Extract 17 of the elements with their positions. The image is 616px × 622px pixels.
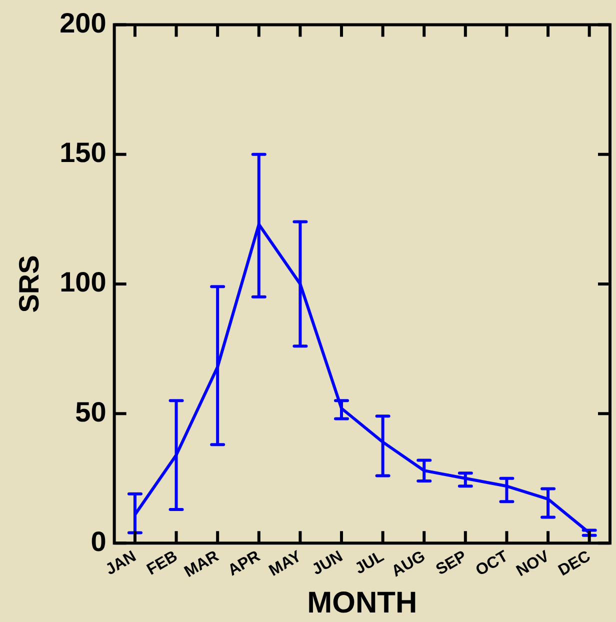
y-axis-title: SRS — [14, 255, 45, 313]
x-tick-label: JUL — [352, 548, 388, 578]
x-tick-label: MAY — [266, 548, 305, 580]
y-tick-label: 200 — [60, 8, 106, 39]
y-tick-label: 50 — [75, 396, 106, 428]
x-axis-title: MONTH — [307, 586, 418, 620]
x-tick-label: MAR — [182, 548, 222, 581]
x-tick-label: OCT — [473, 548, 512, 580]
x-tick-label: SEP — [433, 548, 470, 579]
x-tick-label: DEC — [556, 548, 594, 580]
y-tick-label: 150 — [60, 137, 106, 168]
x-tick-label: NOV — [514, 548, 553, 580]
x-tick-label: APR — [225, 548, 264, 580]
x-tick-label: FEB — [144, 548, 180, 579]
x-tick-label: AUG — [389, 548, 428, 581]
x-tick-label: JUN — [309, 548, 346, 579]
y-tick-label: 100 — [60, 266, 106, 298]
